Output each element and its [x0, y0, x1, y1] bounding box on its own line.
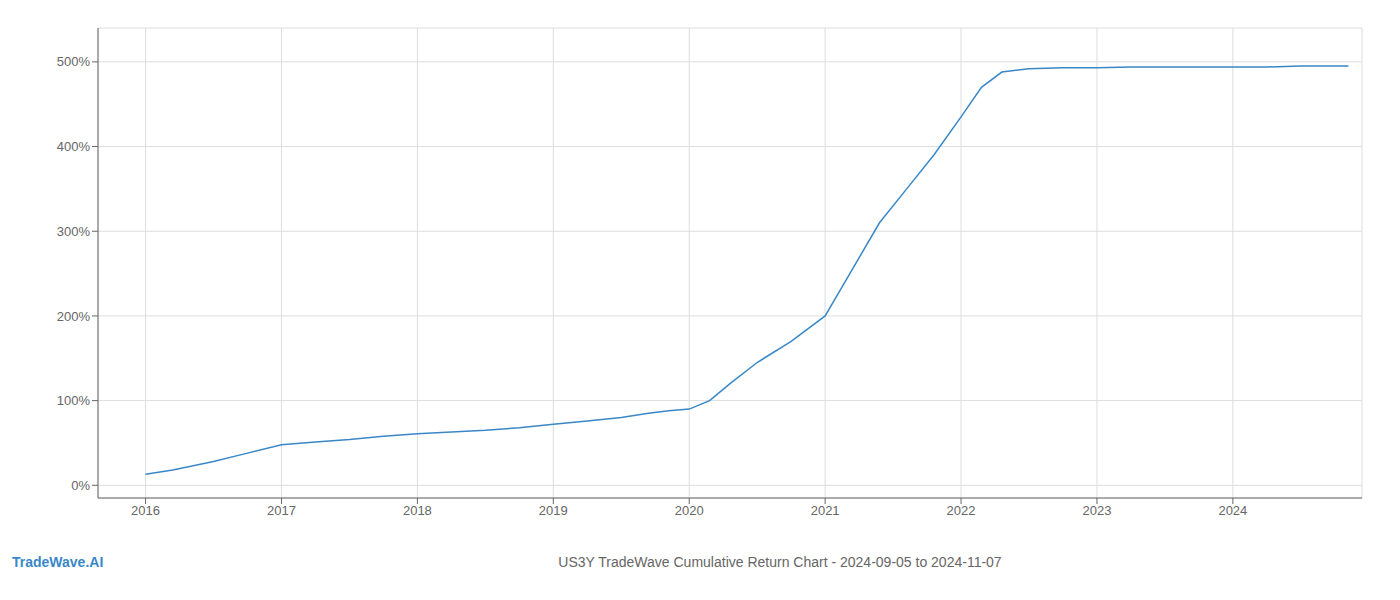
- svg-text:2017: 2017: [267, 503, 296, 518]
- svg-text:2022: 2022: [947, 503, 976, 518]
- svg-text:100%: 100%: [57, 393, 91, 408]
- svg-text:2019: 2019: [539, 503, 568, 518]
- svg-text:2020: 2020: [675, 503, 704, 518]
- svg-text:400%: 400%: [57, 139, 91, 154]
- svg-text:500%: 500%: [57, 54, 91, 69]
- svg-text:0%: 0%: [71, 478, 90, 493]
- svg-text:2021: 2021: [811, 503, 840, 518]
- html-text:US3Y TradeWave Cumulative Retu: US3Y TradeWave Cumulative Return Chart -…: [558, 554, 1002, 570]
- svg-text:2016: 2016: [131, 503, 160, 518]
- svg-text:2023: 2023: [1083, 503, 1112, 518]
- svg-text:200%: 200%: [57, 309, 91, 324]
- svg-text:300%: 300%: [57, 224, 91, 239]
- svg-text:2018: 2018: [403, 503, 432, 518]
- svg-text:2024: 2024: [1218, 503, 1247, 518]
- html-text:TradeWave.AI: TradeWave.AI: [12, 554, 104, 570]
